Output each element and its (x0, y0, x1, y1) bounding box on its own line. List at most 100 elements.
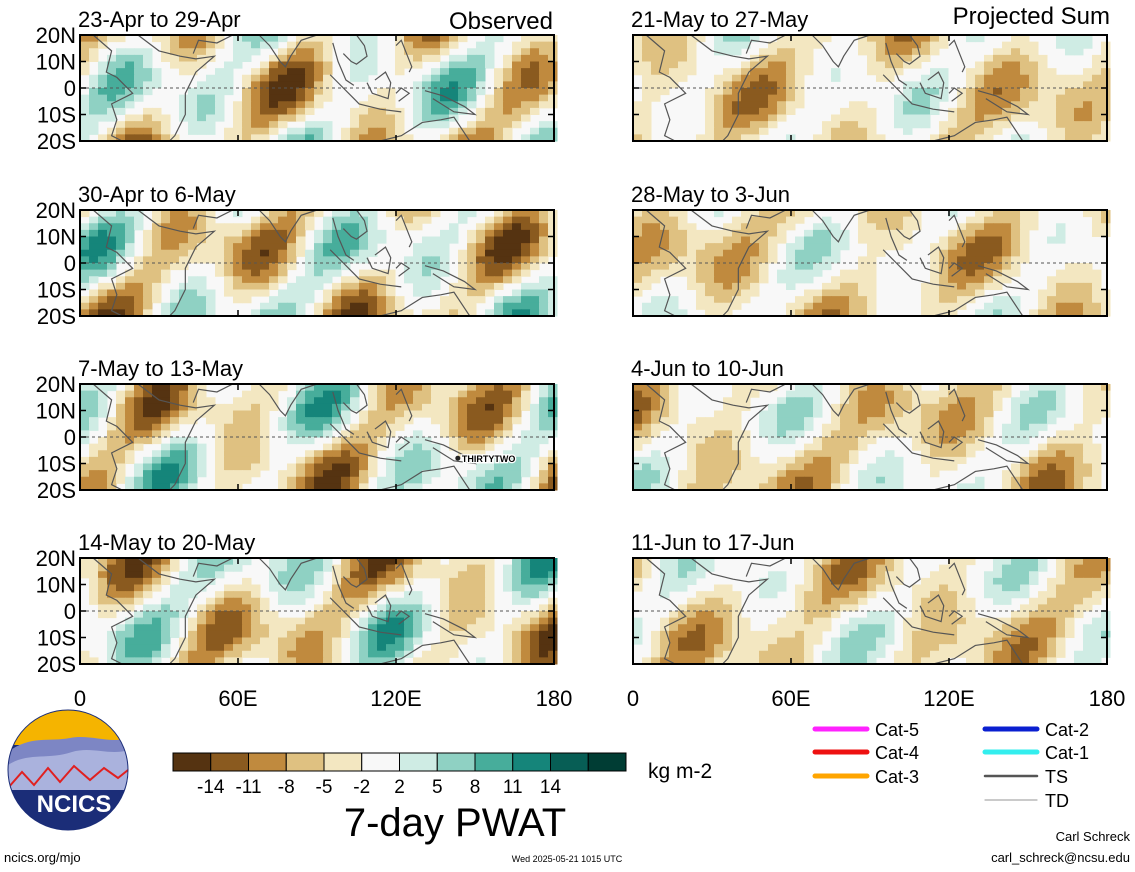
field-cell (921, 450, 931, 458)
field-cell (840, 564, 850, 572)
field-cell (1101, 54, 1111, 62)
field-cell (413, 384, 423, 392)
field-cell (467, 74, 477, 82)
field-cell (161, 443, 171, 451)
field-cell (125, 430, 135, 438)
field-cell (975, 229, 985, 237)
field-cell (440, 630, 450, 638)
field-cell (831, 450, 841, 458)
field-cell (242, 558, 252, 566)
field-cell (80, 463, 90, 471)
field-cell (485, 309, 495, 317)
field-cell (1056, 397, 1066, 405)
field-cell (966, 134, 976, 142)
field-cell (242, 617, 252, 625)
field-cell (633, 101, 643, 109)
field-cell (431, 210, 441, 218)
field-cell (107, 591, 117, 599)
field-cell (476, 121, 486, 129)
field-cell (269, 296, 279, 304)
field-cell (930, 101, 940, 109)
field-cell (723, 256, 733, 264)
field-cell (930, 430, 940, 438)
field-cell (849, 417, 859, 425)
field-cell (494, 236, 504, 244)
field-cell (732, 35, 742, 43)
field-cell (930, 591, 940, 599)
field-cell (732, 236, 742, 244)
field-cell (386, 390, 396, 398)
field-cell (840, 282, 850, 290)
field-cell (251, 450, 261, 458)
field-cell (957, 397, 967, 405)
field-cell (161, 276, 171, 284)
field-cell (359, 256, 369, 264)
field-cell (813, 611, 823, 619)
field-cell (476, 430, 486, 438)
field-cell (849, 564, 859, 572)
field-cell (642, 384, 652, 392)
field-cell (197, 584, 207, 592)
field-cell (152, 68, 162, 76)
field-cell (350, 107, 360, 115)
field-cell (296, 571, 306, 579)
field-cell (831, 236, 841, 244)
field-cell (377, 417, 387, 425)
field-cell (449, 134, 459, 142)
field-cell (116, 256, 126, 264)
field-cell (642, 397, 652, 405)
field-cell (296, 591, 306, 599)
field-cell (494, 269, 504, 277)
field-cell (1020, 114, 1030, 122)
field-cell (1074, 604, 1084, 612)
field-cell (251, 390, 261, 398)
field-cell (876, 423, 886, 431)
field-cell (521, 611, 531, 619)
field-cell (777, 423, 787, 431)
field-cell (530, 443, 540, 451)
field-cell (696, 282, 706, 290)
field-cell (305, 263, 315, 271)
field-cell (485, 597, 495, 605)
field-cell (485, 114, 495, 122)
field-cell (458, 591, 468, 599)
field-cell (386, 403, 396, 411)
field-cell (89, 463, 99, 471)
field-cell (134, 276, 144, 284)
field-cell (930, 94, 940, 102)
field-cell (804, 249, 814, 257)
field-cell (260, 35, 270, 43)
field-cell (503, 463, 513, 471)
field-cell (134, 289, 144, 297)
field-cell (170, 216, 180, 224)
field-cell (660, 236, 670, 244)
field-cell (530, 630, 540, 638)
field-cell (786, 397, 796, 405)
field-cell (750, 88, 760, 96)
field-cell (287, 397, 297, 405)
field-cell (957, 134, 967, 142)
field-cell (732, 617, 742, 625)
field-cell (449, 309, 459, 317)
field-cell (723, 263, 733, 271)
field-cell (1065, 571, 1075, 579)
field-cell (80, 114, 90, 122)
field-cell (143, 397, 153, 405)
field-cell (467, 384, 477, 392)
field-cell (993, 269, 1003, 277)
field-cell (1074, 423, 1084, 431)
field-cell (930, 68, 940, 76)
field-cell (251, 423, 261, 431)
field-cell (512, 564, 522, 572)
field-cell (1002, 48, 1012, 56)
field-cell (287, 61, 297, 69)
y-tick-label: 20N (36, 372, 76, 397)
field-cell (98, 134, 108, 142)
field-cell (548, 127, 558, 135)
field-cell (539, 470, 549, 478)
field-cell (714, 410, 724, 418)
field-cell (152, 114, 162, 122)
field-cell (521, 397, 531, 405)
y-tick-label: 20S (37, 129, 76, 154)
field-cell (1020, 410, 1030, 418)
